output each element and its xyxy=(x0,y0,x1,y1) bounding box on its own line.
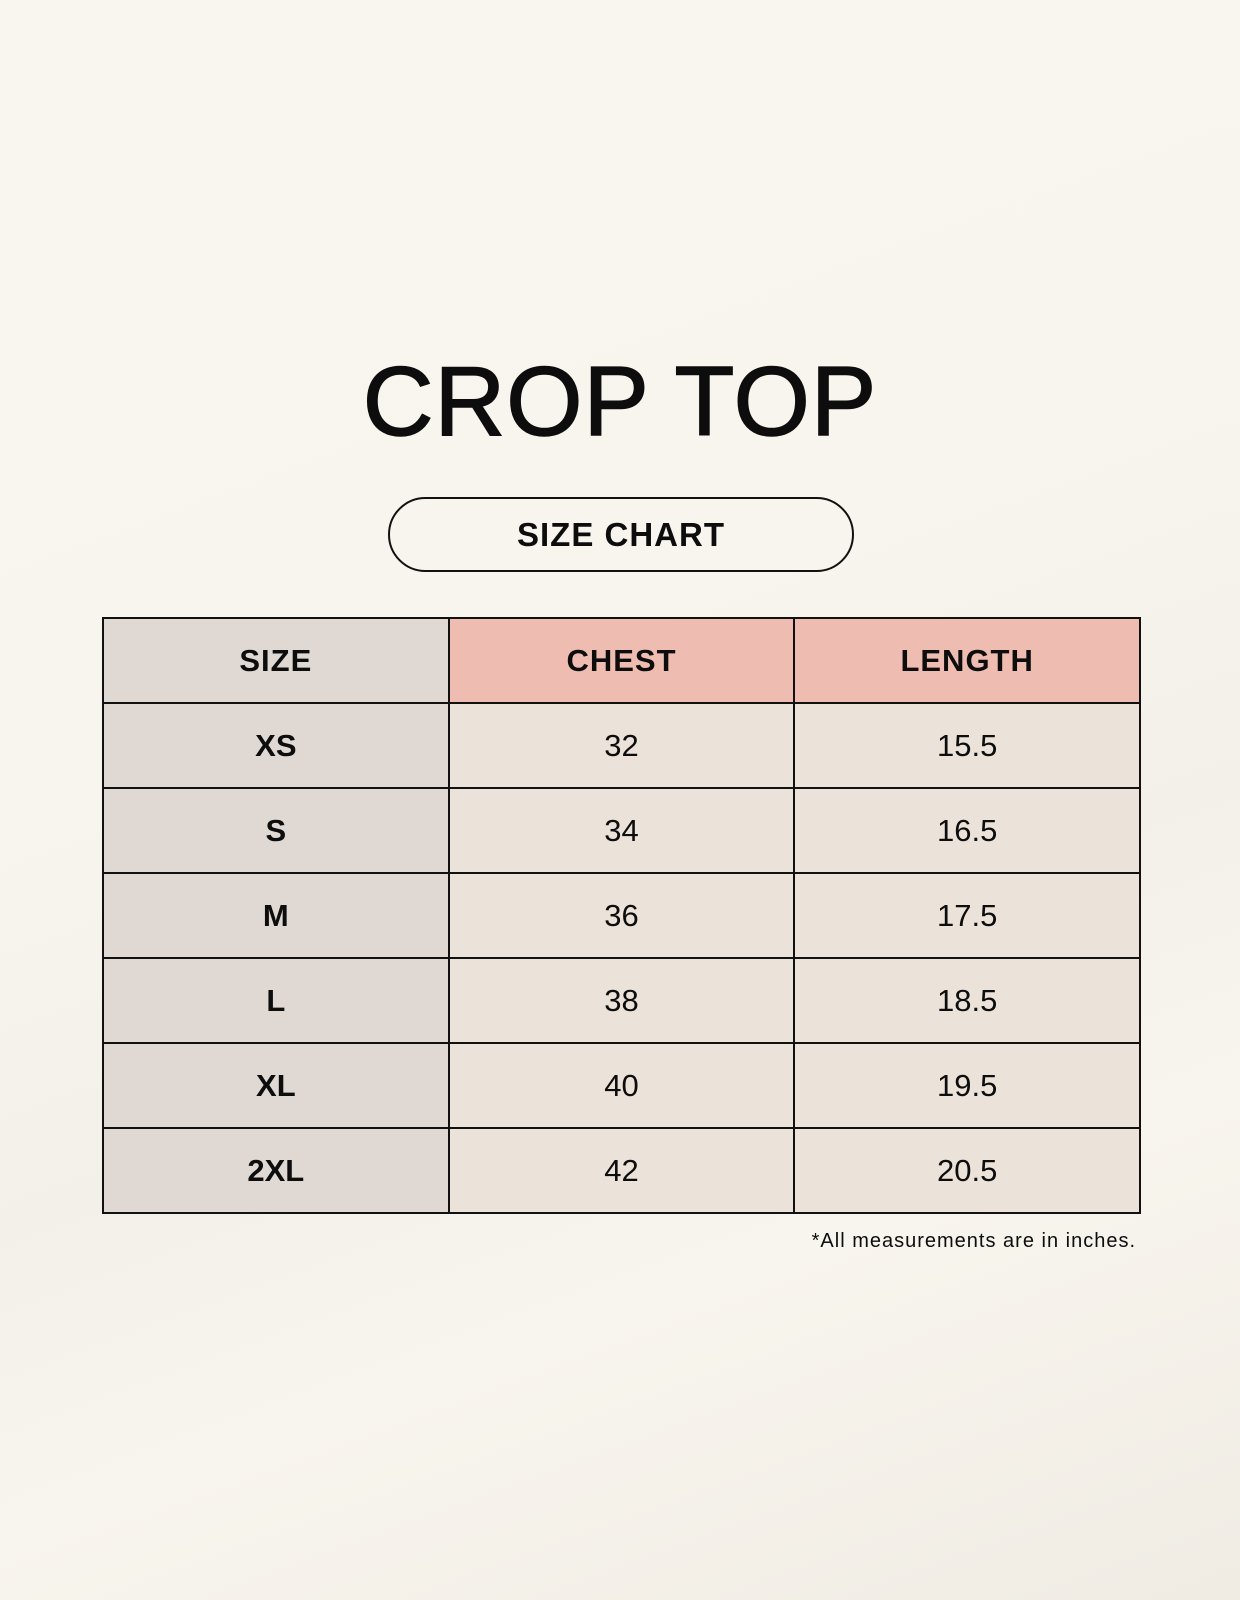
table-row: 2XL 42 20.5 xyxy=(102,1127,1141,1214)
cell-size: M xyxy=(102,872,450,959)
cell-length: 16.5 xyxy=(793,787,1141,874)
cell-chest: 34 xyxy=(447,787,796,874)
cell-chest: 38 xyxy=(447,957,796,1044)
cell-size: L xyxy=(102,957,450,1044)
cell-size: 2XL xyxy=(102,1127,450,1214)
table-row: XL 40 19.5 xyxy=(102,1042,1141,1129)
table-row: S 34 16.5 xyxy=(102,787,1141,874)
table-row: M 36 17.5 xyxy=(102,872,1141,959)
footnote: *All measurements are in inches. xyxy=(811,1230,1136,1252)
cell-length: 20.5 xyxy=(793,1127,1141,1214)
header-chest: CHEST xyxy=(447,617,796,704)
cell-length: 15.5 xyxy=(793,702,1141,789)
table-header-row: SIZE CHEST LENGTH xyxy=(102,617,1141,704)
cell-size: XL xyxy=(102,1042,450,1129)
cell-chest: 42 xyxy=(447,1127,796,1214)
cell-length: 17.5 xyxy=(793,872,1141,959)
cell-size: XS xyxy=(102,702,450,789)
header-size: SIZE xyxy=(102,617,450,704)
cell-length: 19.5 xyxy=(793,1042,1141,1129)
header-length: LENGTH xyxy=(793,617,1141,704)
size-table: SIZE CHEST LENGTH XS 32 15.5 S 34 16.5 M 36 17.5… xyxy=(102,617,1141,1214)
cell-length: 18.5 xyxy=(793,957,1141,1044)
cell-chest: 40 xyxy=(447,1042,796,1129)
table-row: L 38 18.5 xyxy=(102,957,1141,1044)
cell-size: S xyxy=(102,787,450,874)
table-row: XS 32 15.5 xyxy=(102,702,1141,789)
cell-chest: 32 xyxy=(447,702,796,789)
size-chart-label: SIZE CHART xyxy=(388,497,854,572)
cell-chest: 36 xyxy=(447,872,796,959)
page-title: CROP TOP xyxy=(362,345,878,457)
